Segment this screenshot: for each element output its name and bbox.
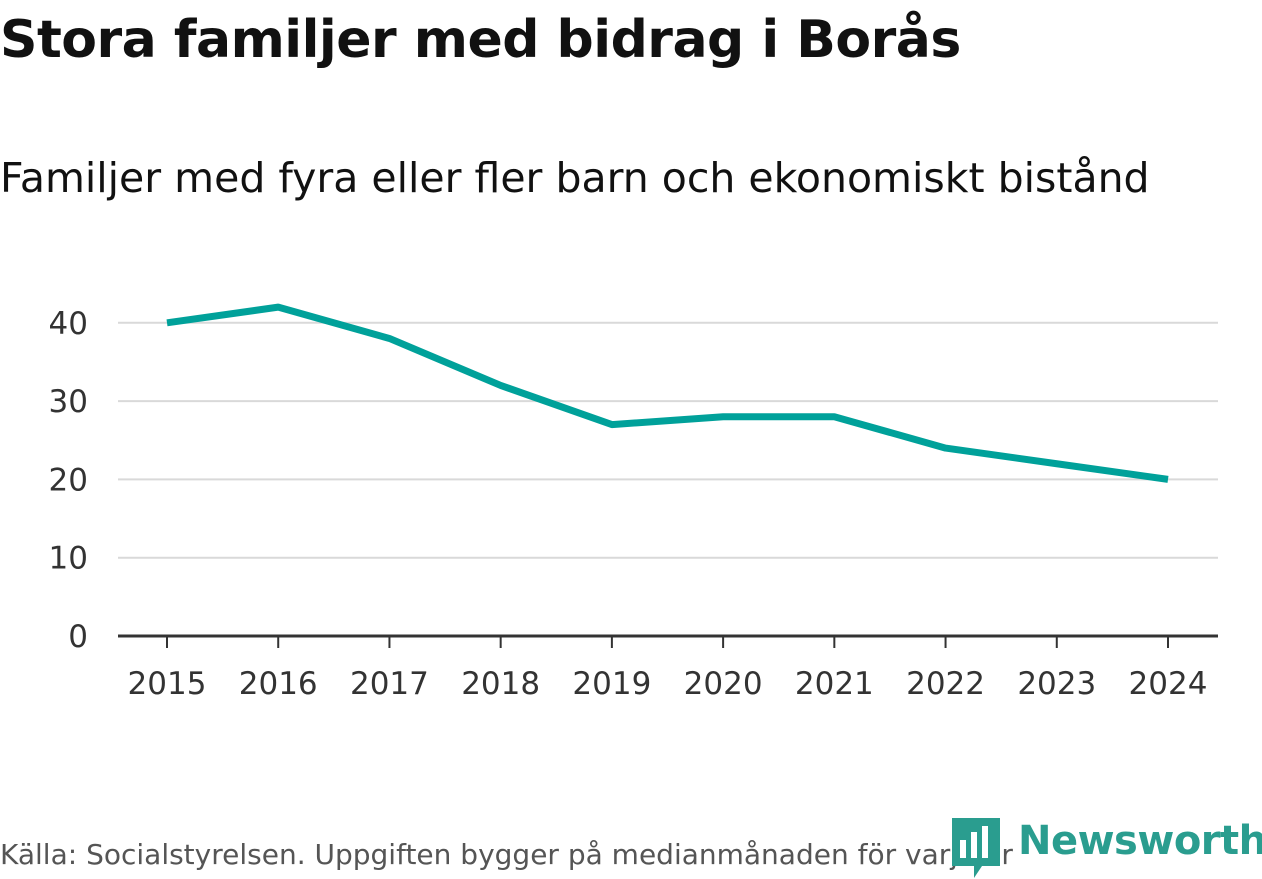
- y-tick-label: 10: [49, 541, 88, 577]
- source-note: Källa: Socialstyrelsen. Uppgiften bygger…: [0, 838, 1013, 871]
- newsworthy-logo-icon: [952, 818, 1000, 878]
- data-point: [1053, 460, 1060, 467]
- brand-logo: Newsworthy: [952, 818, 1262, 878]
- series-line: [166, 303, 1169, 483]
- x-tick-label: 2017: [350, 666, 429, 702]
- y-tick-label: 20: [49, 462, 88, 498]
- data-point: [275, 304, 282, 311]
- data-point: [831, 413, 838, 420]
- x-tick-label: 2020: [684, 666, 763, 702]
- data-point: [497, 382, 504, 389]
- y-tick-label: 40: [49, 306, 88, 342]
- data-point: [942, 445, 949, 452]
- chart-subtitle: Familjer med fyra eller fler barn och ek…: [0, 154, 1150, 202]
- data-point: [164, 319, 171, 326]
- x-tick-label: 2018: [461, 666, 540, 702]
- y-tick-label: 0: [68, 619, 88, 655]
- data-point: [386, 335, 393, 342]
- data-point: [608, 421, 615, 428]
- x-tick-label: 2021: [795, 666, 874, 702]
- data-point: [1165, 476, 1172, 483]
- chart-title: Stora familjer med bidrag i Borås: [0, 10, 961, 70]
- brand-name: Newsworthy: [1018, 818, 1262, 864]
- x-tick-label: 2015: [128, 666, 207, 702]
- x-tick-label: 2024: [1129, 666, 1208, 702]
- y-axis-ticks: 0 10 20 30 40: [49, 306, 88, 655]
- gridlines: [118, 321, 1218, 559]
- x-tick-label: 2022: [906, 666, 985, 702]
- y-tick-label: 30: [49, 384, 88, 420]
- series-layer: [164, 303, 1172, 483]
- x-tick-label: 2023: [1017, 666, 1096, 702]
- x-tick-label: 2019: [572, 666, 651, 702]
- x-axis-ticks: 2015 2016 2017 2018 2019 2020 2021 2022 2023 2024: [128, 636, 1208, 702]
- data-point: [720, 413, 727, 420]
- x-tick-label: 2016: [239, 666, 318, 702]
